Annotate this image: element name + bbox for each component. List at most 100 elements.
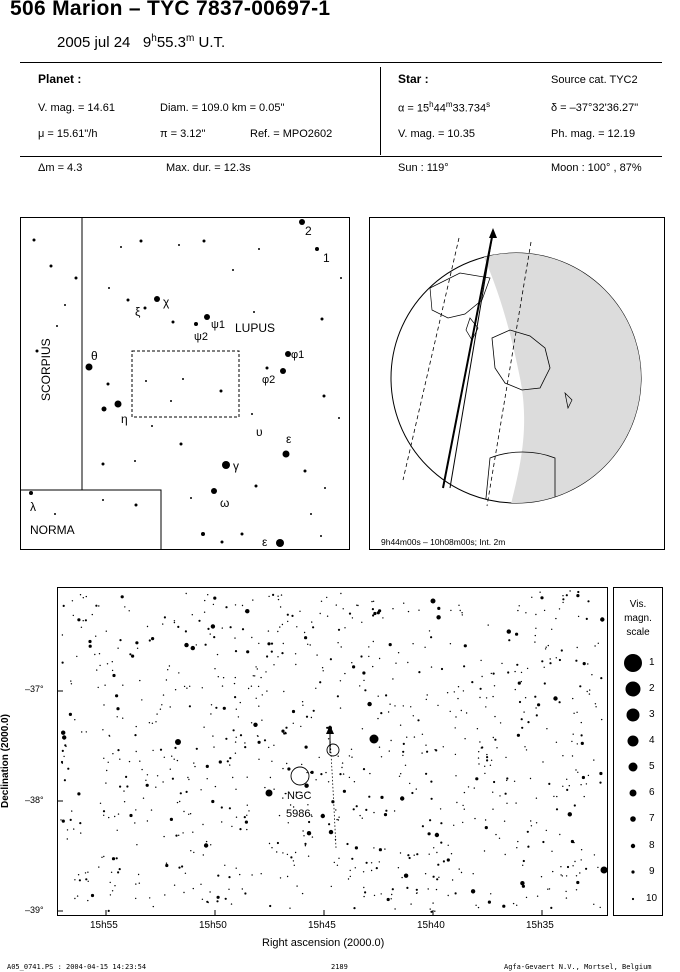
- field-star: [221, 627, 223, 629]
- field-star: [303, 835, 305, 837]
- field-star: [462, 804, 464, 807]
- field-star: [60, 760, 64, 764]
- field-star: [440, 822, 443, 825]
- field-star: [347, 878, 350, 880]
- mag-label: 3: [649, 709, 655, 720]
- mag-label: 2: [649, 683, 655, 694]
- field-star: [525, 896, 528, 899]
- field-star: [391, 893, 393, 896]
- field-star: [548, 782, 551, 785]
- field-star: [146, 820, 149, 822]
- field-star: [549, 658, 551, 660]
- field-star: [487, 900, 491, 904]
- dec-axis-label: Declination (2000.0): [0, 714, 11, 808]
- field-star: [165, 863, 169, 868]
- field-star: [583, 795, 585, 798]
- field-star: [421, 825, 424, 828]
- field-star: [250, 685, 253, 687]
- dec-tick: –39°: [25, 905, 44, 915]
- field-star: [98, 605, 100, 607]
- field-star: [483, 850, 486, 852]
- star: [102, 499, 104, 501]
- field-star: [123, 801, 126, 803]
- field-star: [582, 662, 586, 666]
- field-star: [418, 609, 420, 611]
- field-star: [282, 797, 284, 799]
- field-star: [535, 797, 538, 799]
- field-star: [398, 775, 401, 777]
- field-star: [273, 744, 275, 746]
- field-star: [558, 658, 561, 662]
- field-star: [401, 876, 403, 879]
- field-star: [434, 910, 436, 912]
- field-star: [432, 875, 435, 878]
- field-star: [550, 906, 553, 909]
- field-star: [282, 642, 284, 645]
- field-stars: [60, 590, 605, 913]
- field-star: [447, 894, 449, 897]
- field-star: [571, 740, 573, 743]
- field-star: [525, 749, 528, 751]
- mag-label: 9: [649, 866, 655, 877]
- field-star: [304, 842, 307, 845]
- ra-tick: 15h40: [417, 920, 445, 931]
- field-star: [152, 749, 154, 752]
- alpha-minutes: 44: [433, 102, 446, 115]
- field-star: [594, 703, 597, 705]
- field-star: [473, 787, 475, 789]
- field-star: [471, 681, 474, 684]
- field-star: [66, 838, 68, 840]
- field-star: [301, 763, 303, 766]
- mag-9-dot: [631, 870, 635, 874]
- field-star: [162, 623, 164, 625]
- field-star: [90, 893, 95, 898]
- field-star: [229, 764, 231, 766]
- field-star: [406, 736, 408, 738]
- field-star: [115, 857, 118, 860]
- field-star: [94, 653, 96, 656]
- field-star: [472, 873, 474, 875]
- field-star: [512, 902, 515, 905]
- star: [134, 503, 138, 507]
- finder-stars: [29, 219, 342, 547]
- field-star: [520, 680, 522, 683]
- field-star: [455, 716, 457, 718]
- field-star: [281, 623, 284, 626]
- field-star: [349, 869, 351, 872]
- field-star: [474, 817, 476, 820]
- field-star: [230, 903, 233, 905]
- field-star: [135, 809, 137, 811]
- field-star: [378, 861, 380, 863]
- field-star: [580, 859, 582, 861]
- field-star: [526, 667, 529, 670]
- field-star: [224, 864, 226, 866]
- field-star: [496, 747, 498, 749]
- field-star: [537, 703, 541, 707]
- field-star: [243, 816, 246, 819]
- field-star: [460, 709, 462, 712]
- field-star: [600, 617, 605, 622]
- field-star: [112, 753, 114, 755]
- field-star: [304, 745, 308, 749]
- field-star: [146, 625, 149, 628]
- magnitude-legend: Vis. magn. scale 1 2 3 4 5 6 7 8 9 10: [613, 587, 663, 916]
- field-star: [277, 595, 279, 597]
- field-star: [593, 854, 596, 856]
- field-star: [292, 722, 294, 724]
- star: [134, 460, 136, 462]
- star: [232, 269, 234, 271]
- field-star: [459, 609, 461, 612]
- field-star: [268, 746, 270, 749]
- field-star: [241, 604, 244, 607]
- field-star: [394, 705, 396, 707]
- field-star: [392, 608, 394, 610]
- field-star: [246, 650, 250, 654]
- field-star: [546, 728, 548, 730]
- field-star: [165, 862, 168, 864]
- planet-motion: μ = 15.61"/h: [38, 128, 98, 140]
- field-star: [397, 867, 400, 869]
- bright-star: [265, 789, 273, 797]
- field-star: [454, 753, 457, 756]
- time-hours: 9: [142, 34, 152, 51]
- field-star: [573, 804, 576, 807]
